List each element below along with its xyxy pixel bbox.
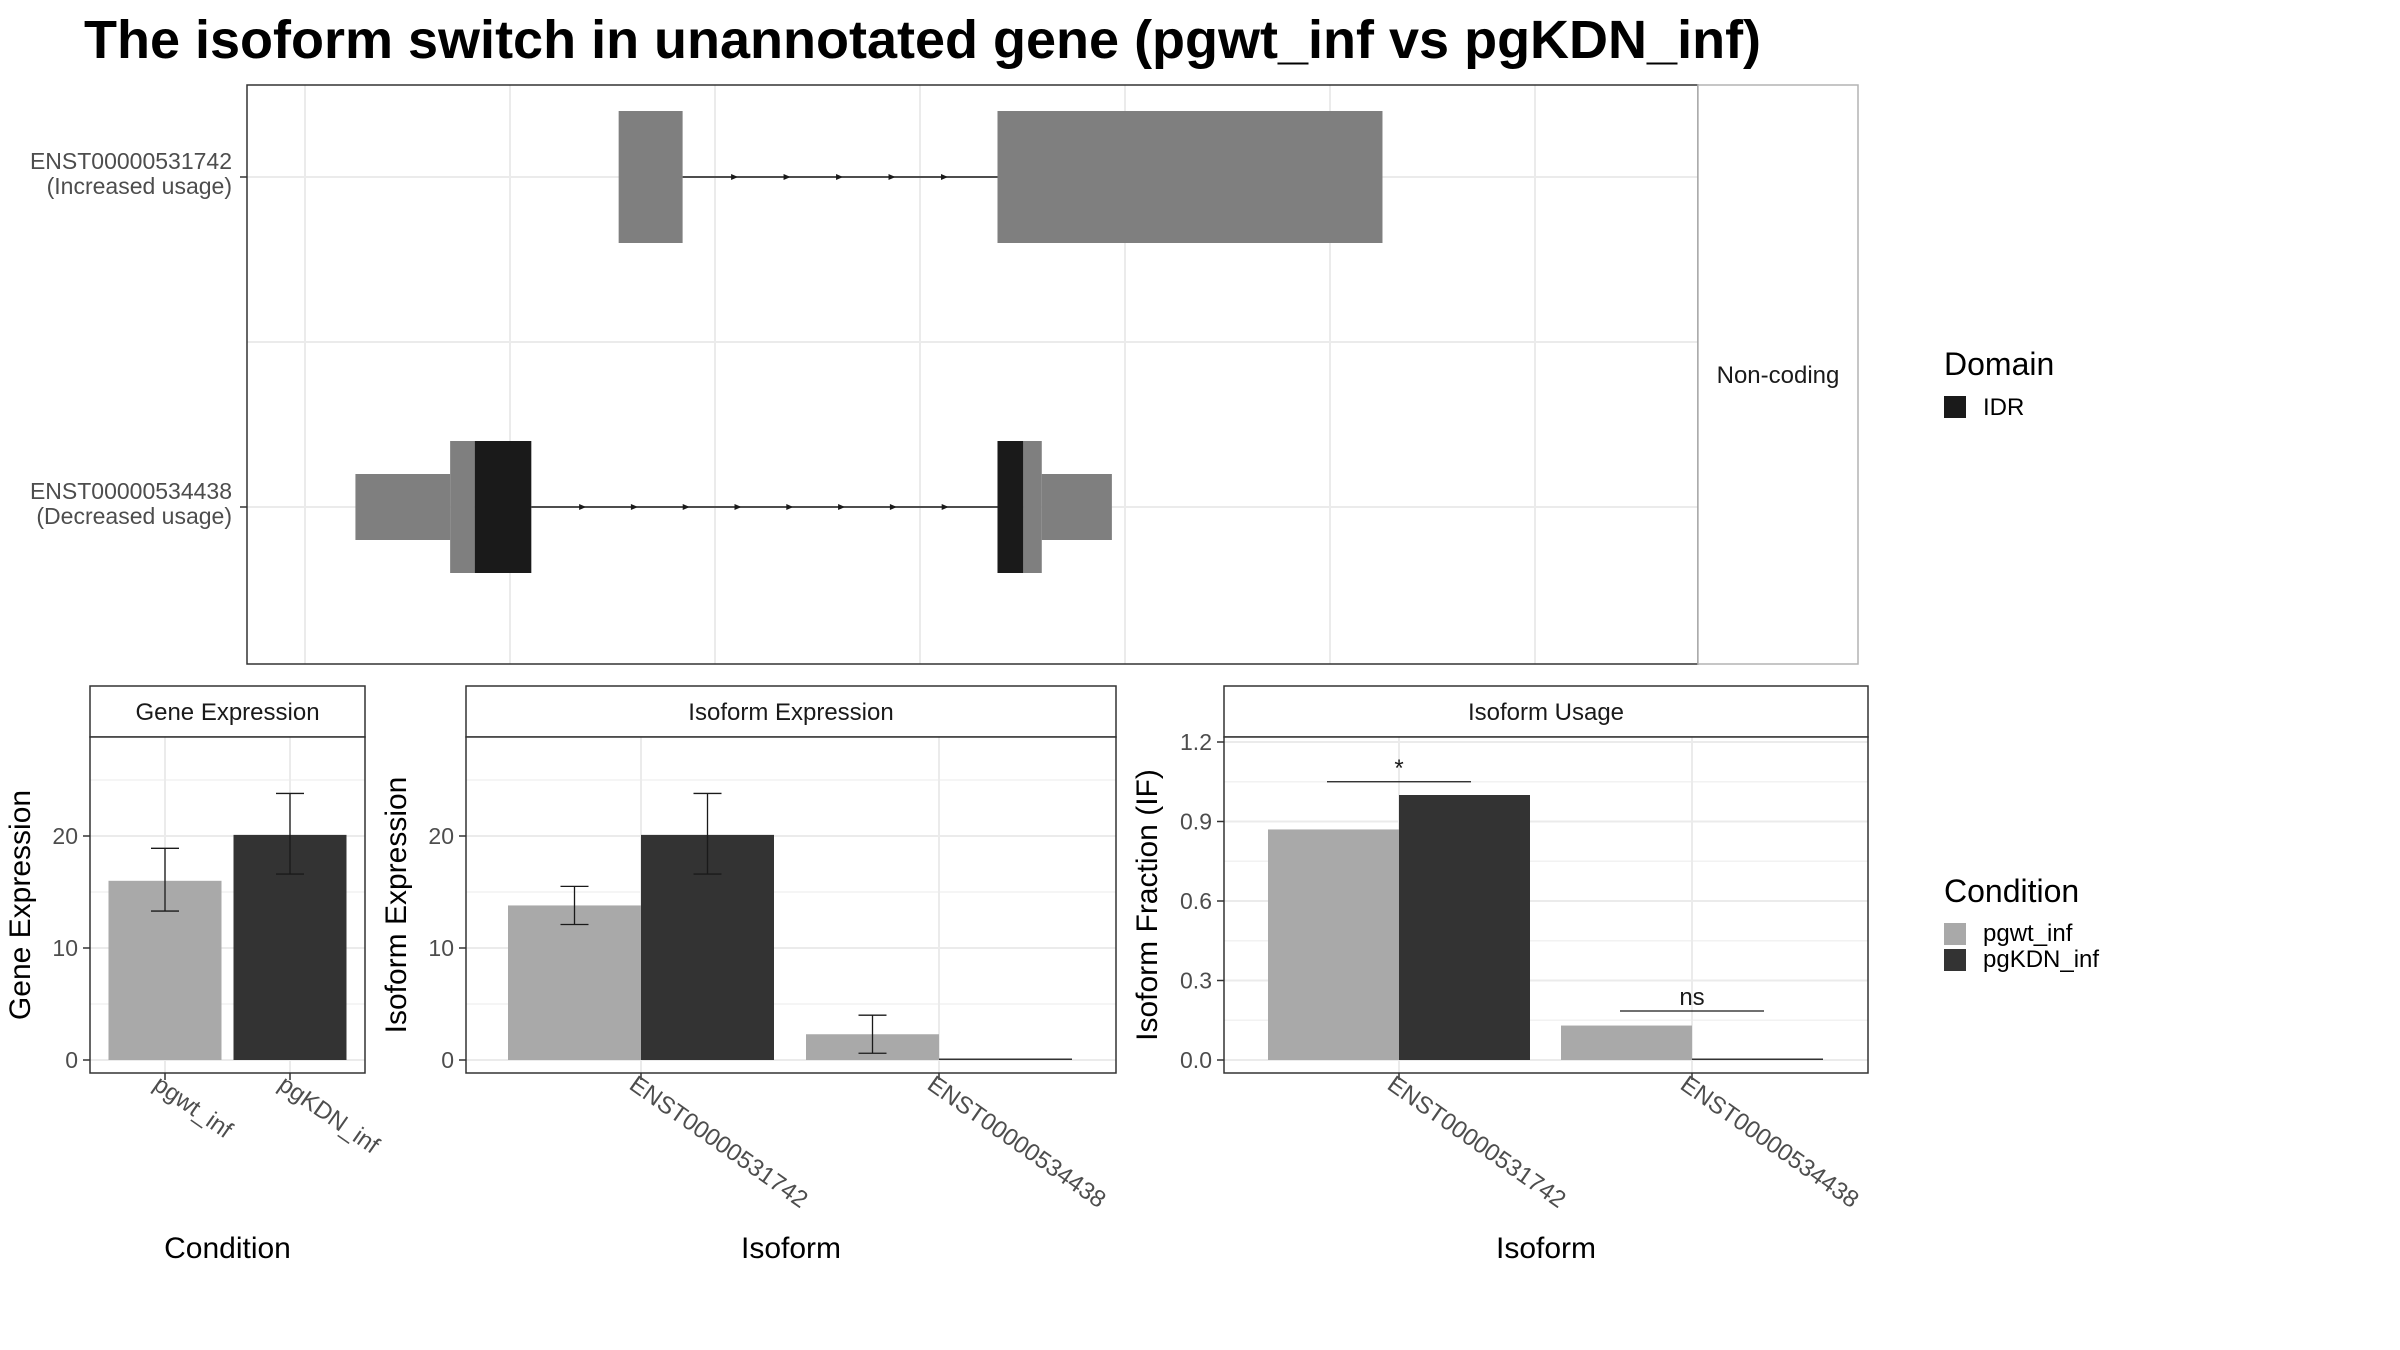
x-tick-label: ENST00000531742 (624, 1071, 812, 1214)
intron-arrow (731, 174, 739, 180)
panel-border (465, 736, 1117, 1074)
y-tick-label: 0 (441, 1047, 454, 1073)
intron-arrow (838, 504, 846, 510)
bar (939, 1058, 1072, 1060)
intron-arrow (682, 504, 690, 510)
domain-idr-block (997, 441, 1024, 573)
domain-legend-label: IDR (1983, 394, 2024, 421)
exon-block (1041, 474, 1112, 540)
facet-strip (89, 685, 366, 738)
y-tick-label: 0.6 (1180, 888, 1212, 914)
bar (1561, 1025, 1692, 1060)
domain-idr-block (474, 441, 532, 573)
x-axis-title: Isoform (741, 1232, 841, 1265)
bar (1399, 795, 1530, 1060)
condition-legend-key (1944, 923, 1966, 945)
intron-arrow (889, 504, 897, 510)
x-axis-title: Isoform (1496, 1232, 1596, 1265)
exon-block (450, 441, 475, 573)
figure-title: The isoform switch in unannotated gene (… (84, 10, 1761, 70)
intron-arrow (836, 174, 844, 180)
y-tick-label: 0.9 (1180, 809, 1212, 835)
intron-arrow (941, 174, 949, 180)
gene-expression-panel: Gene Expression 0 10 20 pgwt_inf pgKDN_inf Con… (4, 685, 384, 1265)
transcript-usage-label: (Increased usage) (47, 173, 232, 199)
transcript-id-label: ENST00000531742 (30, 148, 232, 174)
condition-legend-label: pgwt_inf (1983, 920, 2073, 947)
isoform-structure-panel: Non-coding ENST00000531742(Increased usag… (30, 84, 1859, 665)
structure-facet-strip (1697, 84, 1859, 665)
intron-arrow (630, 504, 638, 510)
intron-arrow (579, 504, 587, 510)
structure-plot-background (247, 85, 1698, 664)
domain-legend-key (1944, 396, 1966, 418)
panel-border (1223, 736, 1869, 1074)
facet-strip (1223, 685, 1869, 738)
significance-label: * (1394, 755, 1403, 782)
bar (1268, 829, 1399, 1060)
x-tick-label: ENST00000534438 (922, 1071, 1110, 1214)
facet-strip-label: Isoform Usage (1468, 699, 1624, 726)
facet-strip (465, 685, 1117, 738)
exon-block (355, 474, 451, 540)
condition-legend-title: Condition (1944, 873, 2079, 909)
intron-arrow (783, 174, 791, 180)
intron-arrow (941, 504, 949, 510)
domain-legend-title: Domain (1944, 346, 2054, 382)
bar (1692, 1058, 1823, 1060)
bar (508, 905, 641, 1060)
x-tick-label: pgKDN_inf (273, 1071, 384, 1160)
exon-block (1023, 441, 1042, 573)
condition-legend-label: pgKDN_inf (1983, 946, 2099, 973)
intron-arrow (786, 504, 794, 510)
y-tick-label: 0.3 (1180, 968, 1212, 994)
condition-legend-key (1944, 949, 1966, 971)
isoform-expression-panel: Isoform Expression 0 10 20 ENST00000531742 EN… (380, 685, 1117, 1265)
isoform-usage-panel: Isoform Usage 0.0 0.3 0.6 0.9 1.2 * ns ENST00000… (1131, 685, 1869, 1265)
y-axis-title: Isoform Expression (380, 777, 413, 1034)
transcript-id-label: ENST00000534438 (30, 478, 232, 504)
y-tick-label: 20 (428, 823, 454, 849)
transcript-usage-label: (Decreased usage) (36, 503, 232, 529)
facet-strip-label: Gene Expression (135, 699, 319, 726)
x-tick-label: pgwt_inf (148, 1071, 237, 1145)
y-axis-title: Gene Expression (4, 790, 37, 1020)
intron-arrow (734, 504, 742, 510)
exon-block (997, 111, 1383, 243)
panel-border (89, 736, 366, 1074)
x-axis-title: Condition (164, 1232, 291, 1265)
intron-arrow (888, 174, 896, 180)
y-tick-label: 0 (65, 1047, 78, 1073)
y-tick-label: 1.2 (1180, 729, 1212, 755)
x-tick-label: ENST00000531742 (1382, 1071, 1570, 1214)
y-tick-label: 10 (428, 935, 454, 961)
y-tick-label: 10 (52, 935, 78, 961)
y-axis-title: Isoform Fraction (IF) (1131, 769, 1164, 1041)
y-tick-label: 20 (52, 823, 78, 849)
exon-block (618, 111, 683, 243)
y-tick-label: 0.0 (1180, 1047, 1212, 1073)
facet-strip-label: Isoform Expression (688, 699, 893, 726)
significance-label: ns (1679, 984, 1704, 1011)
x-tick-label: ENST00000534438 (1675, 1071, 1863, 1214)
structure-facet-label: Non-coding (1717, 362, 1840, 389)
